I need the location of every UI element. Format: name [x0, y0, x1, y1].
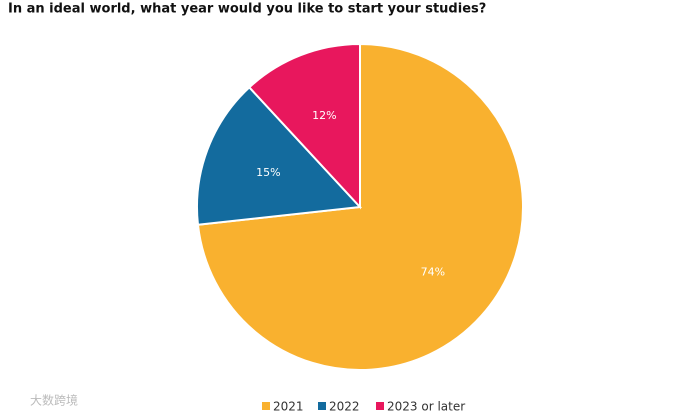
legend-swatch	[318, 402, 326, 410]
legend-swatch	[262, 402, 270, 410]
pie-slice	[196, 85, 363, 226]
legend-label: 2022	[329, 400, 360, 414]
pie-slice	[247, 42, 361, 210]
legend-label: 2021	[273, 400, 304, 414]
legend-label: 2023 or later	[387, 400, 465, 414]
chart-title: In an ideal world, what year would you l…	[8, 2, 486, 17]
data-label: 74%	[421, 265, 445, 278]
data-label: 12%	[312, 109, 336, 122]
legend-swatch	[376, 402, 384, 410]
data-label: 15%	[256, 166, 280, 179]
watermark: 大数跨境	[30, 393, 78, 408]
